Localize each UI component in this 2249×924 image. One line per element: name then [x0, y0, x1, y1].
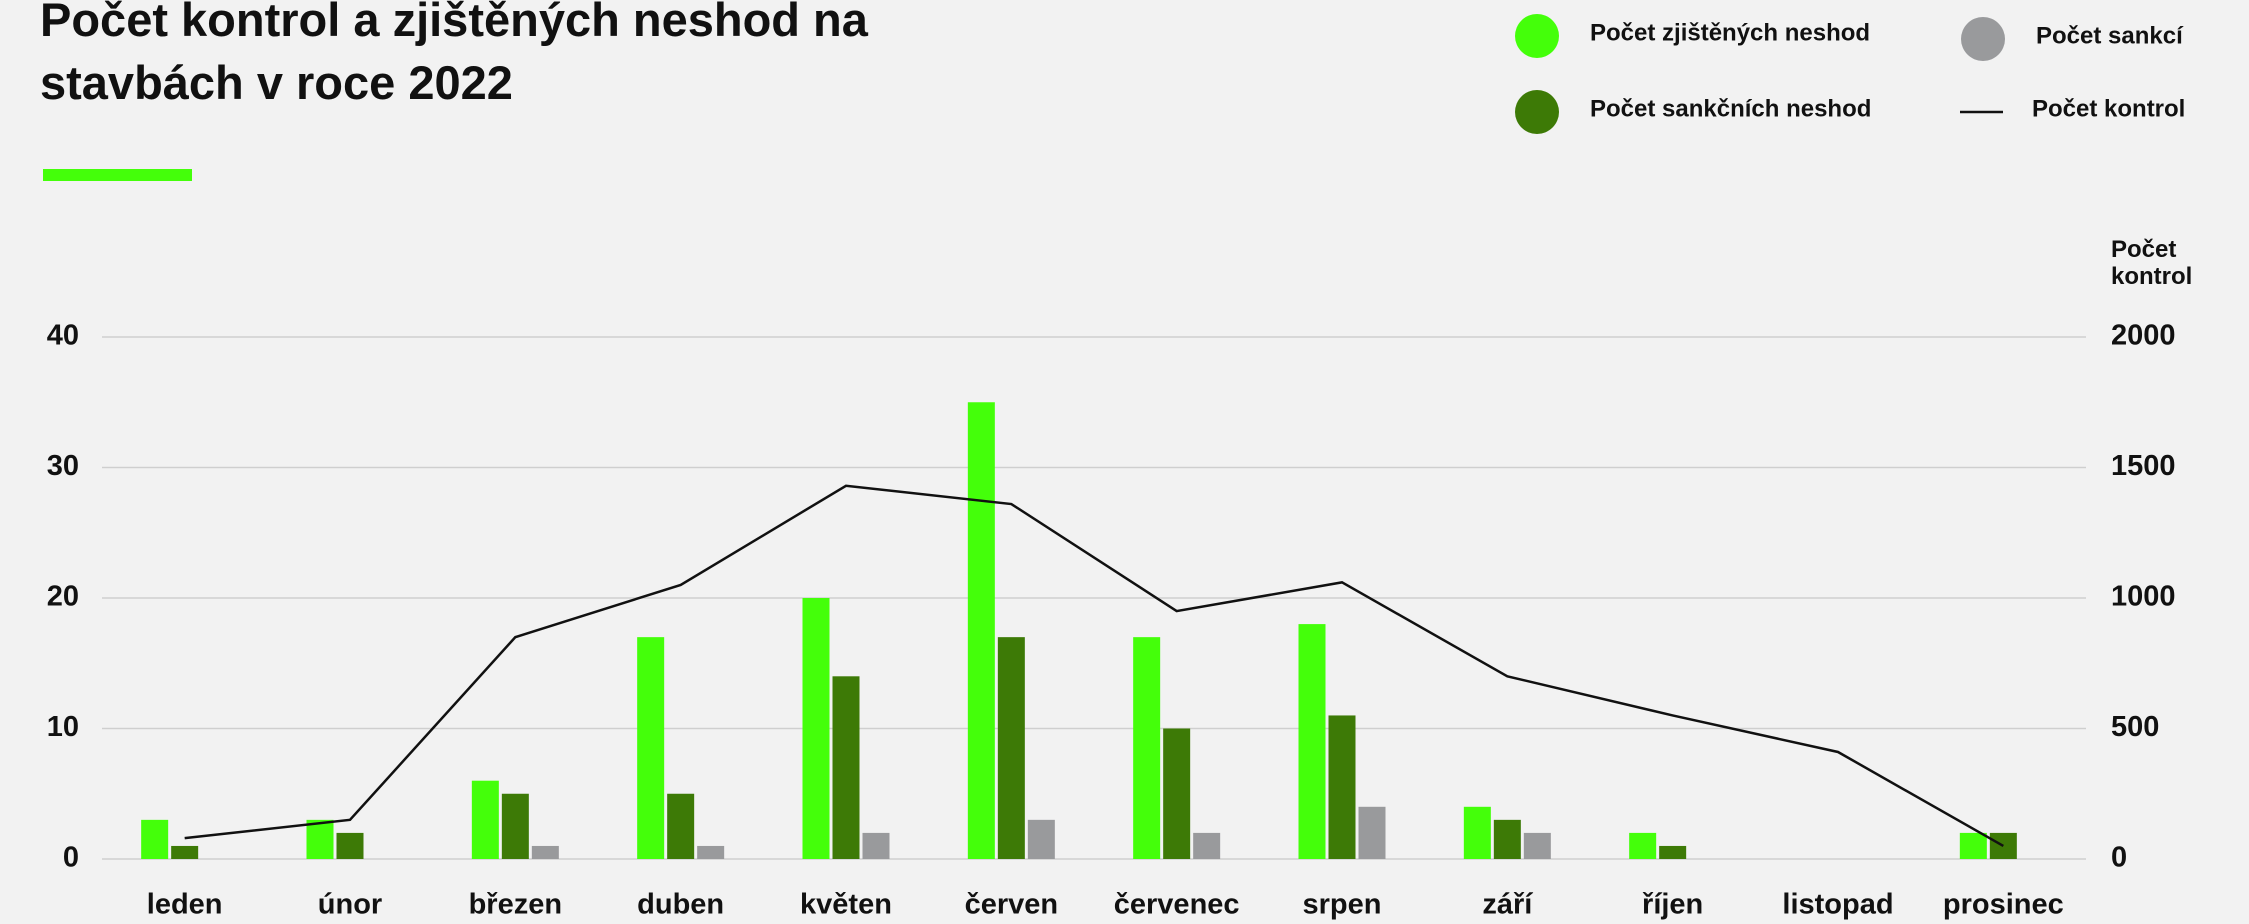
legend-swatch	[1515, 90, 1559, 134]
bar	[1959, 832, 1987, 859]
x-tick-label: prosinec	[1943, 889, 2064, 921]
bar	[697, 845, 725, 859]
bar	[1193, 832, 1221, 859]
bar	[1027, 819, 1055, 859]
x-tick-label: červenec	[1114, 889, 1240, 921]
legend-swatch	[1515, 14, 1559, 58]
legend-label: Počet kontrol	[2032, 95, 2185, 122]
y2-tick-label: 0	[2111, 842, 2127, 874]
bar	[1163, 728, 1191, 859]
bar	[832, 676, 860, 859]
bar	[862, 832, 890, 859]
y-tick-label: 40	[47, 320, 79, 352]
x-tick-label: září	[1482, 889, 1533, 921]
x-tick-label: srpen	[1303, 889, 1382, 921]
y-tick-label: 10	[47, 711, 79, 743]
x-tick-label: leden	[147, 889, 223, 921]
legend-swatch	[1961, 17, 2005, 61]
bar	[1298, 624, 1326, 859]
legend-label: Počet sankcí	[2036, 22, 2184, 49]
bar	[1493, 819, 1521, 859]
y2-tick-label: 1500	[2111, 450, 2176, 482]
x-tick-label: listopad	[1782, 889, 1893, 921]
y-tick-label: 0	[63, 842, 79, 874]
bar	[1358, 806, 1386, 859]
bar	[306, 819, 334, 859]
y-tick-label: 30	[47, 450, 79, 482]
y2-axis-label: Počet kontrol	[2111, 236, 2193, 290]
bar	[531, 845, 559, 859]
bar	[802, 598, 830, 859]
bar	[471, 780, 499, 859]
y2-tick-label: 1000	[2111, 581, 2176, 613]
bar	[171, 845, 199, 859]
line	[184, 484, 2004, 848]
bar	[997, 637, 1025, 859]
bar	[1463, 806, 1491, 859]
x-tick-label: květen	[800, 889, 892, 921]
bar	[1659, 845, 1687, 859]
x-tick-label: duben	[637, 889, 724, 921]
bar	[637, 637, 665, 859]
y2-tick-label: 500	[2111, 711, 2159, 743]
chart-title: Počet kontrol a zjištěných neshod na sta…	[40, 0, 868, 109]
bar	[336, 832, 364, 859]
y-tick-label: 20	[47, 581, 79, 613]
bar	[1328, 715, 1356, 859]
title-accent	[43, 169, 192, 181]
x-tick-label: únor	[318, 889, 382, 921]
bar	[501, 793, 529, 859]
x-tick-label: říjen	[1642, 889, 1703, 921]
bar	[967, 402, 995, 859]
bar	[667, 793, 695, 859]
x-tick-label: březen	[469, 889, 562, 921]
bar	[1133, 637, 1161, 859]
bar	[1629, 832, 1657, 859]
y2-tick-label: 2000	[2111, 320, 2176, 352]
legend-label: Počet sankčních neshod	[1590, 95, 1871, 122]
legend-label: Počet zjištěných neshod	[1590, 19, 1870, 46]
bar	[1523, 832, 1551, 859]
x-tick-label: červen	[965, 889, 1059, 921]
bar	[141, 819, 169, 859]
